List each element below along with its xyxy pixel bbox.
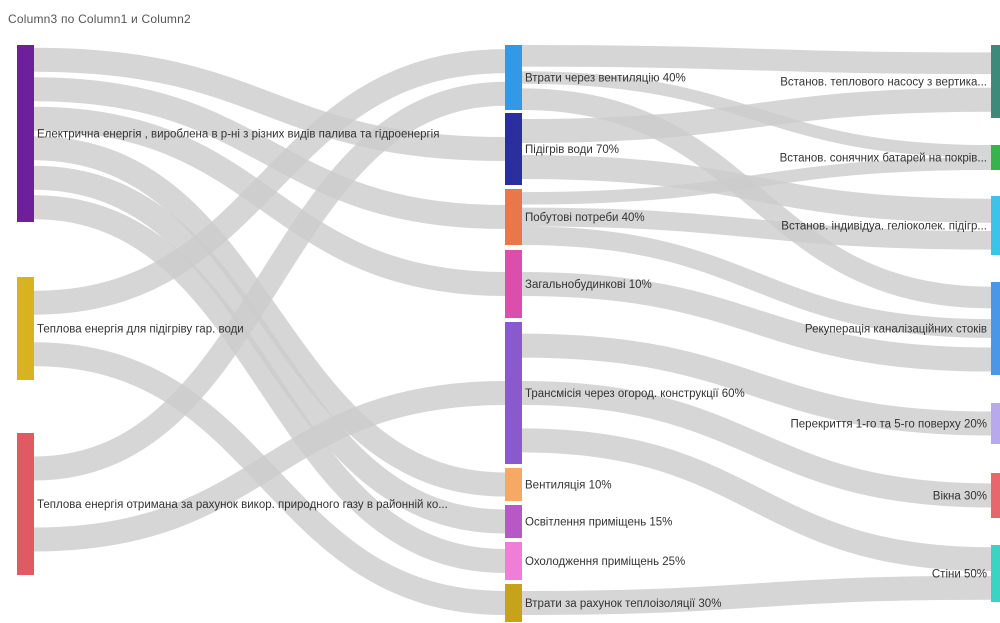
- node-s3[interactable]: [17, 433, 34, 575]
- link-m2-t1: [521, 87, 992, 143]
- node-label-m1: Втрати через вентиляцію 40%: [525, 73, 686, 85]
- node-label-m4: Загальнобудинкові 10%: [525, 279, 652, 291]
- link-m3-t2: [521, 157, 992, 205]
- link-s2-m1: [33, 49, 506, 315]
- node-label-t7: Стіни 50%: [932, 569, 987, 581]
- node-label-t5: Перекриття 1-го та 5-го поверху 20%: [791, 419, 987, 431]
- node-label-t3: Встанов. індивідуа. геліоколек. підігр..…: [781, 221, 987, 233]
- node-t4[interactable]: [991, 282, 1000, 375]
- node-t1[interactable]: [991, 45, 1000, 118]
- node-label-s2: Теплова енергія для підігріву гар. води: [37, 324, 244, 336]
- node-label-s3: Теплова енергія отримана за рахунок вико…: [37, 499, 448, 511]
- node-label-t1: Встанов. теплового насосу з вертика...: [780, 77, 987, 89]
- link-m5-t5: [521, 333, 992, 436]
- node-m5[interactable]: [505, 322, 522, 464]
- link-m5-t6: [521, 381, 992, 508]
- link-s1-m8: [33, 195, 506, 573]
- node-m6[interactable]: [505, 468, 522, 501]
- node-label-m5: Трансмісія через огород. конструкції 60%: [525, 388, 745, 400]
- node-m2[interactable]: [505, 113, 522, 185]
- node-t5[interactable]: [991, 403, 1000, 444]
- node-label-t6: Вікна 30%: [933, 491, 987, 503]
- link-s1-m7: [33, 165, 506, 534]
- link-s3-m5: [33, 381, 506, 552]
- node-t2[interactable]: [991, 145, 1000, 170]
- node-label-m9: Втрати за рахунок теплоізоляції 30%: [525, 598, 721, 610]
- labels-layer: Електрична енергія , вироблена в р-ні з …: [37, 73, 987, 611]
- node-t6[interactable]: [991, 473, 1000, 518]
- link-m3-t3: [521, 207, 992, 250]
- link-s1-m3: [33, 77, 506, 229]
- node-label-m7: Освітлення приміщень 15%: [525, 517, 672, 529]
- link-m1-t1: [521, 44, 992, 75]
- link-s1-m6: [33, 136, 506, 497]
- node-label-m8: Охолодження приміщень 25%: [525, 556, 685, 568]
- node-m4[interactable]: [505, 250, 522, 318]
- node-s2[interactable]: [17, 277, 34, 380]
- chart-title: Column3 по Column1 и Column2: [8, 12, 191, 26]
- link-s3-m1: [33, 81, 506, 481]
- link-m4-t4: [521, 272, 992, 372]
- node-s1[interactable]: [17, 45, 34, 222]
- node-m3[interactable]: [505, 189, 522, 245]
- link-s1-m4: [33, 106, 506, 296]
- node-m9[interactable]: [505, 584, 522, 622]
- links-layer: [33, 44, 992, 615]
- node-label-m3: Побутові потреби 40%: [525, 212, 645, 224]
- node-label-s1: Електрична енергія , вироблена в р-ні з …: [37, 129, 439, 141]
- node-label-m6: Вентиляція 10%: [525, 480, 612, 492]
- nodes-layer: [17, 45, 1000, 622]
- node-t7[interactable]: [991, 545, 1000, 602]
- node-label-t2: Встанов. сонячних батарей на покрів...: [780, 153, 987, 165]
- node-label-m2: Підігрів води 70%: [525, 144, 619, 156]
- link-s1-m2: [33, 47, 506, 161]
- node-label-t4: Рекуперація каналізаційних стоків: [805, 324, 987, 336]
- node-t3[interactable]: [991, 196, 1000, 255]
- link-m2-t3: [521, 155, 992, 223]
- link-m5-t7: [521, 428, 992, 572]
- link-m9-t7: [521, 575, 992, 615]
- node-m7[interactable]: [505, 505, 522, 538]
- node-m1[interactable]: [505, 45, 522, 110]
- node-m8[interactable]: [505, 542, 522, 580]
- link-m3-t4: [521, 226, 992, 338]
